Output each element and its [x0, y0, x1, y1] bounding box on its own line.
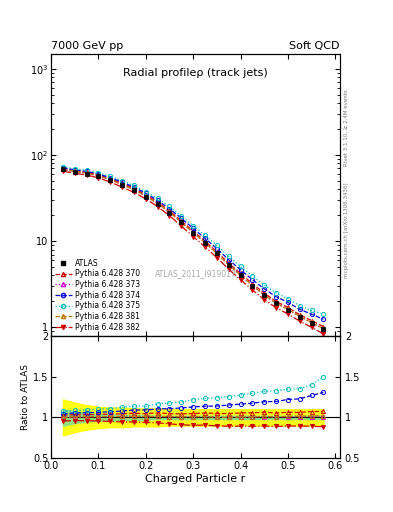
Legend: ATLAS, Pythia 6.428 370, Pythia 6.428 373, Pythia 6.428 374, Pythia 6.428 375, P: ATLAS, Pythia 6.428 370, Pythia 6.428 37…	[53, 257, 141, 333]
X-axis label: Charged Particle r: Charged Particle r	[145, 474, 246, 484]
Y-axis label: Ratio to ATLAS: Ratio to ATLAS	[21, 364, 30, 430]
Text: mcplots.cern.ch [arXiv:1306.3436]: mcplots.cern.ch [arXiv:1306.3436]	[344, 183, 349, 278]
Text: Radial profileρ (track jets): Radial profileρ (track jets)	[123, 68, 268, 78]
Text: ATLAS_2011_I919017: ATLAS_2011_I919017	[154, 269, 237, 278]
Text: Rivet 3.1.10, ≥ 2.4M events: Rivet 3.1.10, ≥ 2.4M events	[344, 90, 349, 166]
Text: 7000 GeV pp: 7000 GeV pp	[51, 41, 123, 51]
Text: Soft QCD: Soft QCD	[290, 41, 340, 51]
